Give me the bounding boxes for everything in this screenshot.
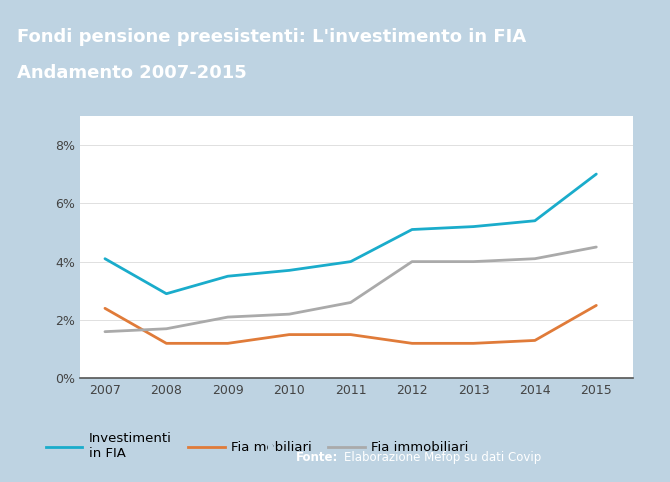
- Text: Fondi pensione preesistenti: L'investimento in FIA: Fondi pensione preesistenti: L'investime…: [17, 28, 526, 46]
- Text: Elaborazione Mefop su dati Covip: Elaborazione Mefop su dati Covip: [344, 452, 541, 464]
- Text: Andamento 2007-2015: Andamento 2007-2015: [17, 64, 247, 82]
- Legend: Investimenti
in FIA, Fia mobiliari, Fia immobiliari: Investimenti in FIA, Fia mobiliari, Fia …: [46, 432, 469, 460]
- Text: Fonte:: Fonte:: [296, 452, 338, 464]
- Polygon shape: [268, 436, 292, 480]
